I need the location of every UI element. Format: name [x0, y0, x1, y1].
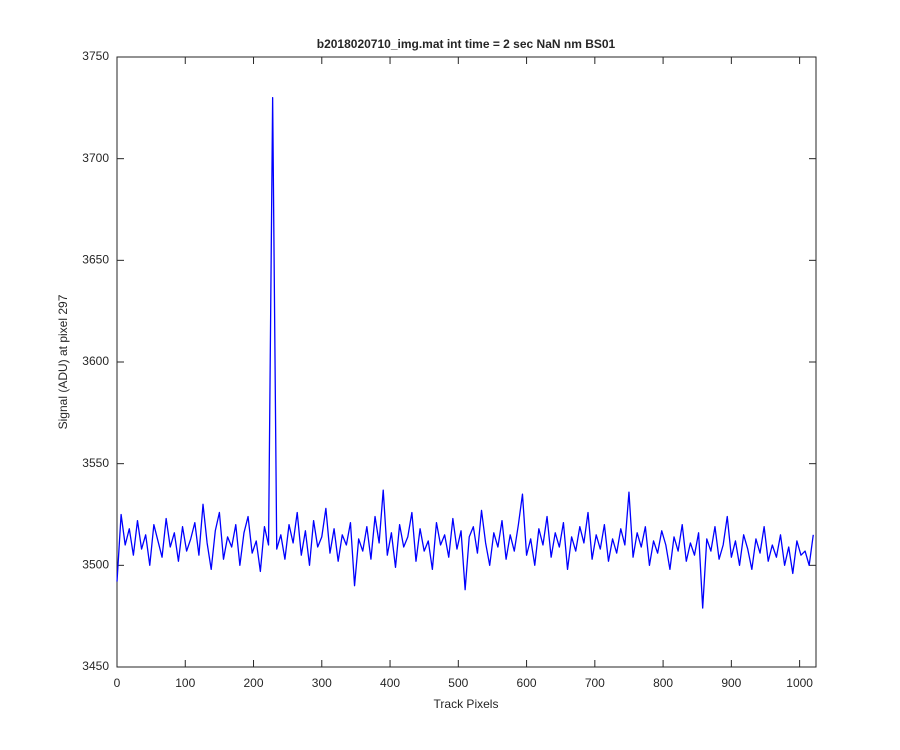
x-tick-label: 100: [175, 676, 195, 690]
x-tick-label: 1000: [786, 676, 813, 690]
series-line: [116, 97, 814, 609]
x-tick-label: 600: [517, 676, 537, 690]
x-tick-label: 0: [114, 676, 121, 690]
x-tick-label: 700: [585, 676, 605, 690]
y-tick-label: 3500: [82, 558, 109, 572]
x-tick-label: 500: [448, 676, 468, 690]
chart-title: b2018020710_img.mat int time = 2 sec NaN…: [317, 37, 616, 51]
x-tick-label: 800: [653, 676, 673, 690]
x-tick-label: 200: [244, 676, 264, 690]
x-axis-label: Track Pixels: [434, 697, 499, 711]
x-tick-label: 300: [312, 676, 332, 690]
x-tick-label: 900: [721, 676, 741, 690]
y-tick-label: 3650: [82, 253, 109, 267]
y-axis-label: Signal (ADU) at pixel 297: [56, 294, 70, 429]
y-tick-label: 3450: [82, 659, 109, 673]
x-tick-label: 400: [380, 676, 400, 690]
y-tick-label: 3750: [82, 49, 109, 63]
y-tick-label: 3550: [82, 456, 109, 470]
y-tick-label: 3600: [82, 354, 109, 368]
y-tick-label: 3700: [82, 151, 109, 165]
